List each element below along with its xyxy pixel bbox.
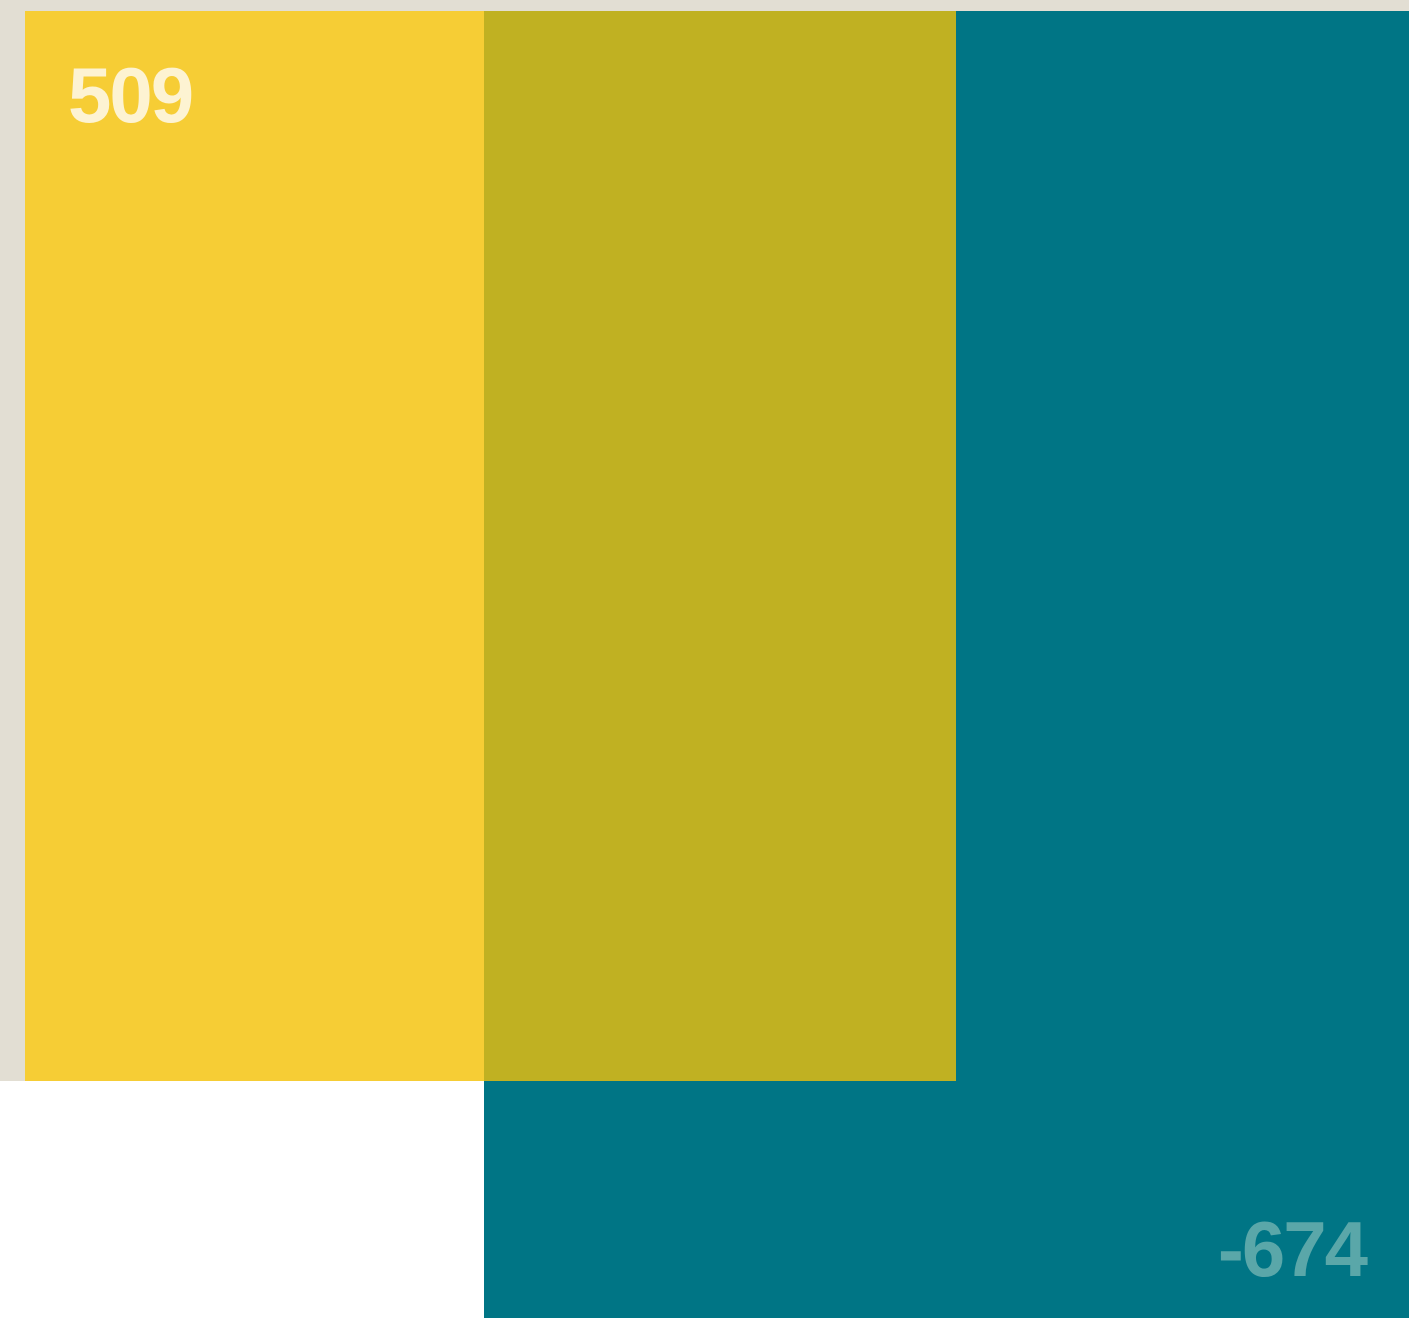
bottom-value-label: -674	[1217, 1205, 1368, 1293]
yellow-block	[25, 11, 484, 1081]
top-value-label: 509	[68, 51, 194, 139]
olive-block	[484, 11, 956, 1081]
